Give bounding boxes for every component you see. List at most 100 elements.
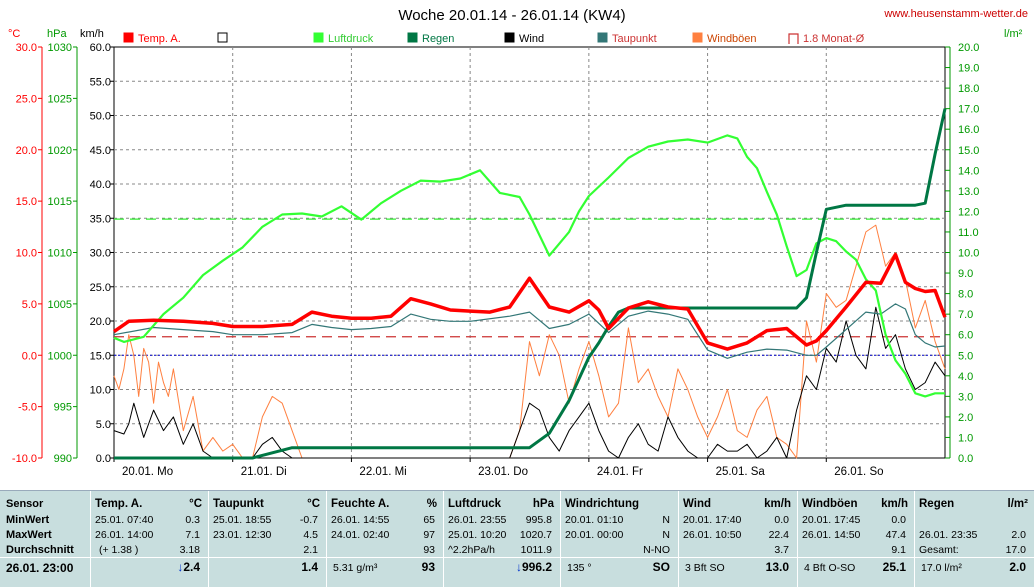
avg-value: 2.1 bbox=[303, 544, 318, 556]
current-value-text: 996.2 bbox=[521, 560, 552, 574]
current-value: 93 bbox=[422, 560, 435, 574]
min-datetime: 20.01. 01:10 bbox=[565, 514, 624, 526]
row-labels-column: Sensor MinWert MaxWert Durchschnitt 26.0… bbox=[0, 491, 90, 588]
x-day-label: 22.01. Mi bbox=[359, 466, 406, 478]
tick-label-pressure: 995 bbox=[54, 402, 72, 414]
tick-label-rain: 0.0 bbox=[958, 453, 973, 465]
tick-label-rain: 3.0 bbox=[958, 391, 973, 403]
avg-value: 17.0 bbox=[1005, 544, 1026, 556]
legend-label: Regen bbox=[422, 33, 454, 45]
legend-swatch bbox=[313, 32, 324, 43]
tick-label-rain: 20.0 bbox=[958, 42, 979, 54]
weather-chart: Woche 20.01.14 - 26.01.14 (KW4) www.heus… bbox=[8, 7, 1028, 478]
current-note: 135 ° bbox=[567, 562, 592, 574]
tick-label-temp: 0.0 bbox=[22, 350, 37, 362]
min-datetime: 25.01. 18:55 bbox=[213, 514, 272, 526]
avg-value: 3.18 bbox=[179, 544, 200, 556]
max-datetime: 25.01. 10:20 bbox=[448, 529, 507, 541]
legend-swatch bbox=[123, 32, 134, 43]
trend-arrow-icon: ↓ bbox=[177, 560, 184, 574]
column-unit: km/h bbox=[881, 498, 908, 510]
avg-value: N-NO bbox=[643, 544, 670, 556]
row-label-max: MaxWert bbox=[6, 529, 52, 541]
tick-label-wind: 30.0 bbox=[90, 248, 111, 260]
stats-column-hum: Feuchte A.% 26.01. 14:55 65 24.01. 02:40 97 9… bbox=[326, 491, 443, 588]
column-title: Windböen bbox=[802, 498, 858, 510]
series-line-pressure bbox=[113, 134, 945, 398]
tick-label-wind: 20.0 bbox=[90, 316, 111, 328]
legend-label: 1.8 Monat-Ø bbox=[803, 33, 865, 45]
column-title: Taupunkt bbox=[213, 498, 264, 510]
legend-swatch bbox=[597, 32, 608, 43]
max-value: 2.0 bbox=[1011, 529, 1026, 541]
max-value: 97 bbox=[423, 529, 435, 541]
tick-label-wind: 35.0 bbox=[90, 213, 111, 225]
avg-value: 3.7 bbox=[774, 544, 789, 556]
series-line-rain bbox=[114, 108, 947, 460]
current-value: 1.4 bbox=[301, 560, 318, 574]
tick-label-rain: 11.0 bbox=[958, 227, 979, 239]
avg-value: 9.1 bbox=[891, 544, 906, 556]
current-value: 2.0 bbox=[1009, 560, 1026, 574]
stats-column-dew: Taupunkt °C 25.01. 18:55 -0.7 23.01. 12:30 4.… bbox=[208, 491, 326, 588]
tick-label-wind: 0.0 bbox=[96, 453, 111, 465]
min-datetime: 20.01. 17:40 bbox=[683, 514, 742, 526]
current-value: ↓996.2 bbox=[516, 560, 552, 574]
tick-label-pressure: 1000 bbox=[48, 350, 72, 362]
legend-label: Taupunkt bbox=[612, 33, 657, 45]
tick-label-temp: 30.0 bbox=[16, 42, 37, 54]
tick-label-rain: 4.0 bbox=[958, 371, 973, 383]
series-line-dew bbox=[113, 303, 946, 359]
max-datetime: 26.01. 14:00 bbox=[95, 529, 154, 541]
series-lines bbox=[113, 108, 947, 460]
tick-label-temp: 10.0 bbox=[16, 248, 37, 260]
current-value-text: 2.0 bbox=[1009, 560, 1026, 574]
row-label-min: MinWert bbox=[6, 514, 50, 526]
current-value-text: 2.4 bbox=[183, 560, 200, 574]
legend-swatch bbox=[788, 33, 799, 44]
stats-column-temp: Temp. A. °C 25.01. 07:40 0.3 26.01. 14:00 7.1… bbox=[90, 491, 208, 588]
tick-label-rain: 2.0 bbox=[958, 412, 973, 424]
current-value-text: 93 bbox=[421, 560, 435, 574]
avg-note: Gesamt: bbox=[919, 544, 959, 556]
tick-label-wind: 50.0 bbox=[90, 111, 111, 123]
max-value: 22.4 bbox=[768, 529, 789, 541]
column-unit: km/h bbox=[764, 498, 791, 510]
x-day-label: 21.01. Di bbox=[241, 466, 287, 478]
avg-value: 1011.9 bbox=[520, 544, 552, 556]
tick-label-temp: 5.0 bbox=[22, 299, 37, 311]
max-datetime: 23.01. 12:30 bbox=[213, 529, 272, 541]
tick-label-pressure: 1030 bbox=[48, 42, 72, 54]
legend-label: Wind bbox=[519, 33, 544, 45]
row-label-sensor: Sensor bbox=[6, 498, 44, 510]
max-datetime: 26.01. 10:50 bbox=[683, 529, 742, 541]
tick-label-wind: 40.0 bbox=[90, 179, 111, 191]
min-value: 0.0 bbox=[774, 514, 789, 526]
max-value: 4.5 bbox=[303, 529, 318, 541]
tick-label-wind: 15.0 bbox=[90, 350, 111, 362]
max-datetime: 26.01. 23:35 bbox=[919, 529, 978, 541]
trend-arrow-icon: ↓ bbox=[515, 560, 522, 574]
unit-pressure: hPa bbox=[47, 28, 67, 40]
column-title: Windrichtung bbox=[565, 498, 639, 510]
tick-label-temp: 15.0 bbox=[16, 196, 37, 208]
series-line-temp bbox=[113, 252, 947, 351]
current-value: 13.0 bbox=[766, 560, 789, 574]
legend: Temp. A. Luftdruck Regen Wind Taupunkt Windbö… bbox=[123, 32, 865, 45]
tick-label-rain: 10.0 bbox=[958, 248, 979, 260]
current-value-text: 13.0 bbox=[765, 560, 789, 574]
tick-label-pressure: 1010 bbox=[48, 248, 72, 260]
avg-note: ^2.2hPa/h bbox=[448, 544, 495, 556]
current-note: 5.31 g/m³ bbox=[333, 562, 378, 574]
stats-column-rain: Regen l/m² 26.01. 23:35 2.0 Gesamt: 17.0 17.0 … bbox=[914, 491, 1034, 588]
column-title: Luftdruck bbox=[448, 498, 502, 510]
tick-label-wind: 60.0 bbox=[90, 42, 111, 54]
min-datetime: 26.01. 23:55 bbox=[448, 514, 507, 526]
min-value: 65 bbox=[423, 514, 435, 526]
min-value: -0.7 bbox=[299, 514, 318, 526]
tick-label-pressure: 1025 bbox=[48, 93, 72, 105]
column-unit: °C bbox=[189, 498, 202, 510]
tick-label-rain: 13.0 bbox=[958, 186, 979, 198]
tick-label-pressure: 1015 bbox=[48, 196, 72, 208]
avg-note: (+ 1.38 ) bbox=[99, 544, 139, 556]
